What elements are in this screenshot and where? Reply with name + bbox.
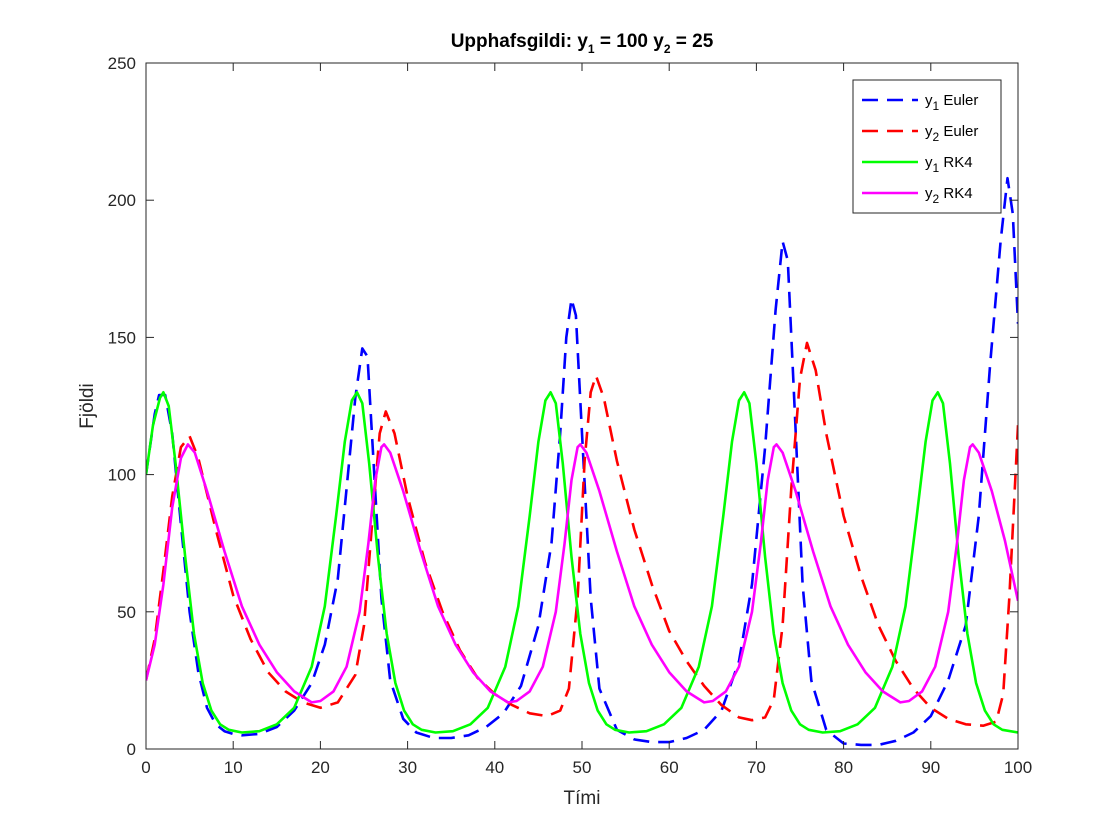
y-tick-label: 0 — [127, 740, 136, 759]
legend-box — [852, 79, 1002, 214]
x-tick-label: 50 — [573, 758, 592, 777]
x-tick-label: 20 — [311, 758, 330, 777]
legend-label: y2 RK4 — [925, 185, 973, 206]
series-line-4 — [146, 443, 1018, 704]
x-tick-label: 10 — [224, 758, 243, 777]
series-line-2 — [146, 341, 1018, 728]
chart-title: Upphafsgildi: y1 = 100 y2 = 25 — [451, 31, 714, 56]
y-tick-label: 150 — [108, 328, 136, 347]
legend-label: y1 Euler — [925, 92, 978, 113]
x-tick-label: 0 — [141, 758, 150, 777]
series-lines — [146, 176, 1018, 747]
legend: y1 Euler y2 Euler y1 RK4 y2 RK4 — [852, 79, 1002, 214]
y-axis-label: Fjöldi — [77, 383, 98, 428]
x-tick-label: 70 — [747, 758, 766, 777]
y-tick-label: 250 — [108, 54, 136, 73]
y-tick-label: 200 — [108, 191, 136, 210]
y-tick-label: 100 — [108, 466, 136, 485]
legend-label: y2 Euler — [925, 123, 978, 144]
x-tick-label: 30 — [398, 758, 417, 777]
legend-items: y1 Euler y2 Euler y1 RK4 y2 RK4 — [862, 92, 978, 206]
x-axis-ticks: 0 10 20 30 40 50 60 70 80 90 100 — [141, 63, 1032, 777]
x-tick-label: 90 — [921, 758, 940, 777]
legend-label: y1 RK4 — [925, 154, 973, 175]
series-line-3 — [146, 390, 1018, 734]
series-line-1 — [146, 176, 1018, 747]
x-tick-label: 60 — [660, 758, 679, 777]
x-axis-label: Tími — [564, 788, 601, 809]
x-tick-label: 40 — [485, 758, 504, 777]
y-tick-label: 50 — [117, 603, 136, 622]
y-axis-ticks: 0 50 100 150 200 250 — [108, 54, 1018, 759]
x-tick-label: 100 — [1004, 758, 1032, 777]
x-tick-label: 80 — [834, 758, 853, 777]
